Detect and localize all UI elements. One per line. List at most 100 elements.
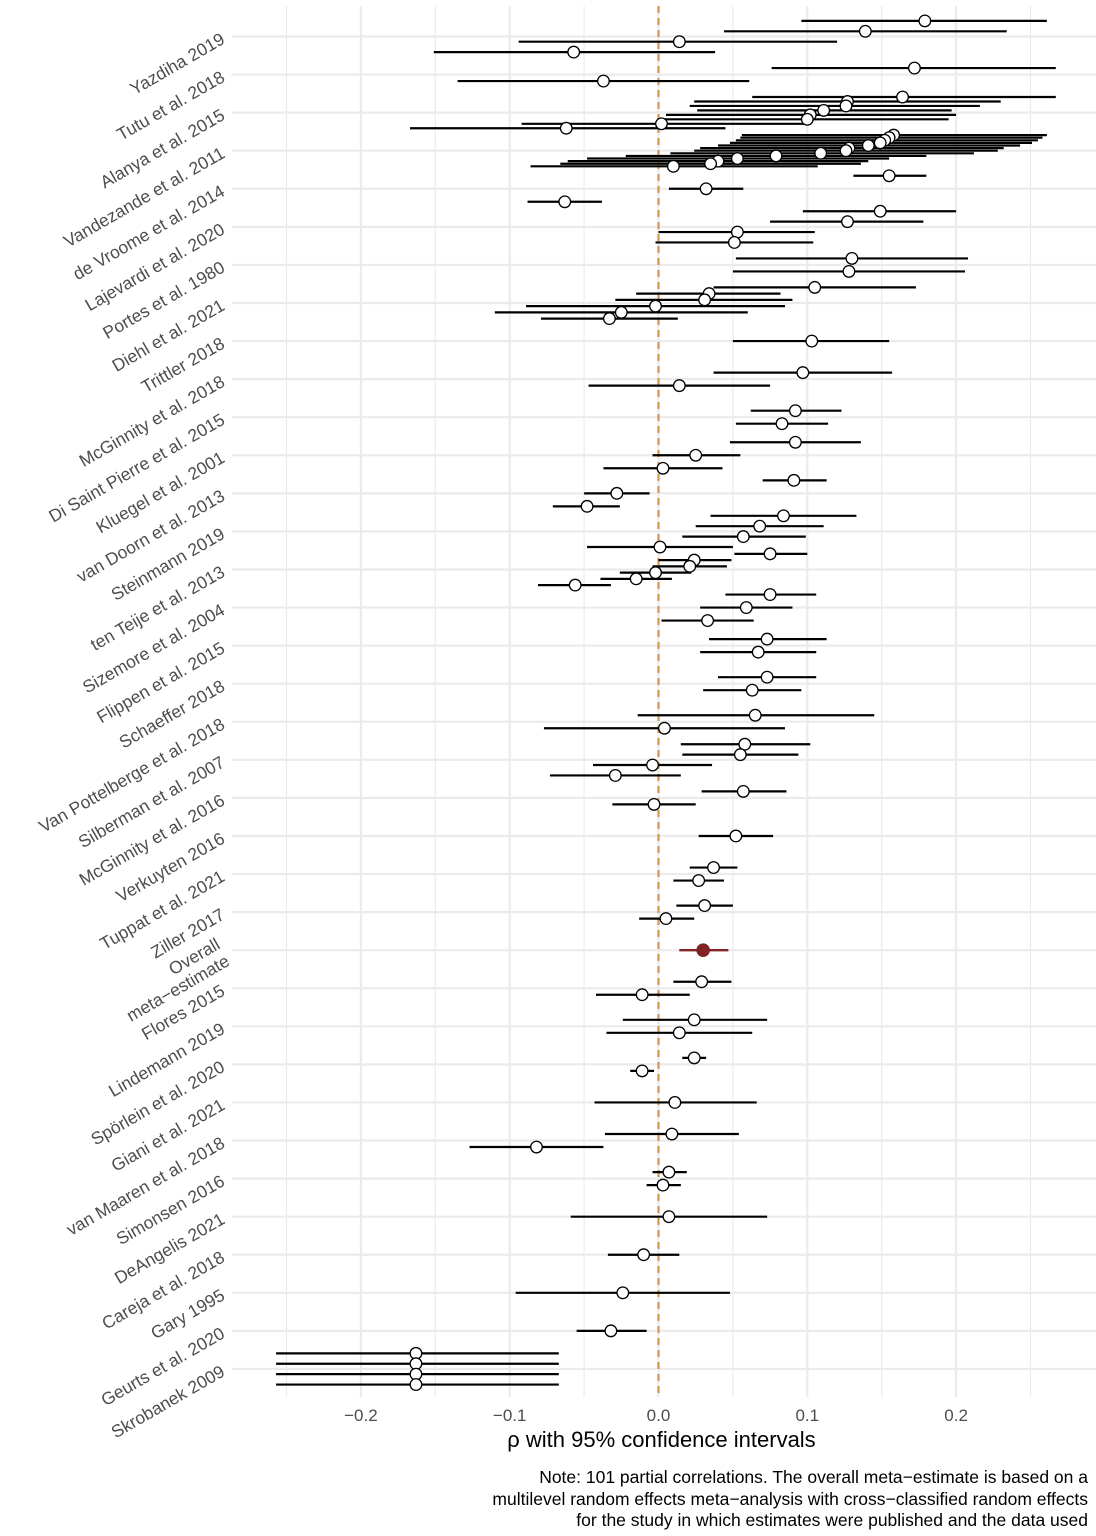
estimate-point <box>873 204 887 218</box>
estimate-point <box>808 280 822 294</box>
estimate-point <box>692 874 706 887</box>
estimate-point <box>745 683 759 697</box>
estimate-point <box>729 829 743 843</box>
note-line-3: for the study in which estimates were pu… <box>576 1510 1088 1530</box>
estimate-point <box>873 136 887 150</box>
estimate-point <box>672 379 686 393</box>
estimate-point <box>699 182 713 196</box>
estimate-point <box>665 1127 679 1141</box>
estimate-point <box>666 159 680 173</box>
estimate-point <box>882 169 896 183</box>
estimate-point <box>839 99 853 113</box>
x-tick-label: −0.1 <box>493 1406 527 1425</box>
estimate-point <box>814 146 828 160</box>
estimate-point <box>689 448 703 462</box>
estimate-point <box>646 758 659 772</box>
estimate-point <box>763 547 777 561</box>
estimate-point <box>733 748 747 762</box>
x-tick-label: −0.2 <box>344 1406 378 1425</box>
x-tick-label: 0.0 <box>647 1406 671 1425</box>
estimate-point <box>672 1026 686 1040</box>
estimate-point <box>753 519 767 533</box>
estimate-point <box>707 861 721 874</box>
estimate-point <box>656 1178 670 1192</box>
estimate-point <box>769 149 783 163</box>
estimate-point <box>841 215 854 229</box>
estimate-point <box>777 509 790 523</box>
x-tick-label: 0.1 <box>795 1406 819 1425</box>
footnote: Note: 101 partial correlations. The over… <box>328 1467 1088 1532</box>
estimate-marks <box>276 14 1056 1392</box>
estimate-point <box>580 499 594 513</box>
estimate-point <box>787 473 801 487</box>
estimate-point <box>748 708 762 722</box>
estimate-point <box>604 1324 618 1338</box>
estimate-point <box>788 404 802 418</box>
estimate-point <box>596 74 610 88</box>
estimate-point <box>629 572 643 586</box>
estimate-point <box>635 988 649 1002</box>
estimate-point <box>739 601 753 615</box>
estimate-point <box>568 578 582 592</box>
estimate-point <box>635 1064 649 1078</box>
note-line-2: multilevel random effects meta−analysis … <box>492 1488 1088 1509</box>
estimate-point <box>704 157 718 171</box>
estimate-point <box>788 435 802 449</box>
estimate-point <box>658 721 671 735</box>
estimate-point <box>655 117 668 131</box>
estimate-point <box>727 236 741 249</box>
estimate-point <box>608 768 622 782</box>
x-tick-labels: −0.2 −0.1 0.0 0.1 0.2 <box>344 1406 968 1425</box>
estimate-point <box>668 1096 682 1109</box>
estimate-point <box>647 797 661 811</box>
estimate-point <box>896 90 909 104</box>
estimate-point <box>409 1378 423 1392</box>
estimate-point <box>656 461 670 475</box>
estimate-point <box>662 1165 676 1179</box>
estimate-point <box>701 614 715 628</box>
estimate-point <box>616 1286 630 1300</box>
estimate-point <box>649 566 662 580</box>
estimate-point <box>530 1140 543 1154</box>
x-tick-label: 0.2 <box>944 1406 968 1425</box>
estimate-point <box>672 35 686 49</box>
estimate-point <box>861 139 875 152</box>
estimate-point <box>567 45 581 59</box>
estimate-point <box>858 24 872 38</box>
estimate-point <box>683 559 697 573</box>
estimate-point <box>662 1210 676 1224</box>
estimate-point <box>730 152 744 165</box>
estimate-point <box>649 299 662 313</box>
estimate-point <box>805 334 819 348</box>
estimate-point <box>845 251 859 265</box>
estimate-point <box>736 530 750 544</box>
estimate-point <box>602 312 616 326</box>
estimate-point <box>687 1051 701 1065</box>
estimate-point <box>736 784 750 798</box>
estimate-point <box>775 417 789 431</box>
estimate-point <box>800 112 814 126</box>
estimate-point <box>918 14 932 28</box>
estimate-point <box>687 1013 701 1027</box>
estimate-point <box>796 366 810 380</box>
x-axis-title: ρ with 95% confidence intervals <box>507 1427 815 1452</box>
estimate-point <box>659 912 673 926</box>
estimate-point <box>817 103 831 117</box>
estimate-point <box>698 899 712 913</box>
estimate-point <box>614 305 628 319</box>
note-line-1: Note: 101 partial correlations. The over… <box>539 1467 1088 1487</box>
estimate-point <box>760 670 774 684</box>
estimate-point <box>760 632 774 646</box>
estimate-point <box>751 645 765 659</box>
estimate-point <box>610 486 624 500</box>
estimate-point <box>637 1248 651 1262</box>
estimate-point <box>695 975 709 989</box>
estimate-point <box>558 195 572 209</box>
estimate-point <box>842 264 856 278</box>
estimate-point <box>839 144 853 158</box>
overall-point <box>696 943 710 957</box>
estimate-point <box>559 121 573 135</box>
estimate-point <box>763 588 777 602</box>
